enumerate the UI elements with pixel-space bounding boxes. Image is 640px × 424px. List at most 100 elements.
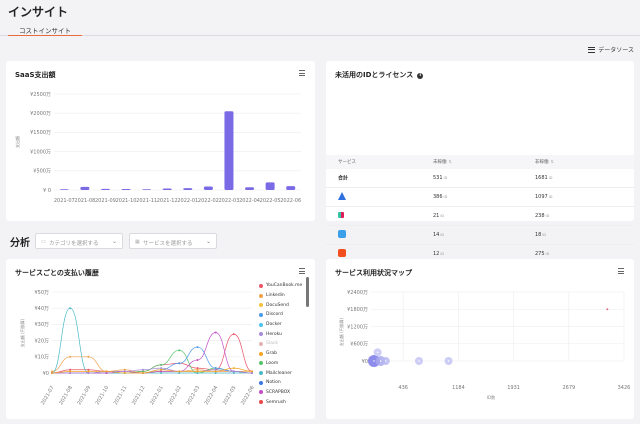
data-point[interactable]: [69, 307, 72, 310]
info-icon[interactable]: i: [417, 73, 424, 79]
legend-item[interactable]: Semrush: [259, 397, 311, 407]
data-point[interactable]: [87, 355, 90, 358]
legend-dot-icon: [259, 322, 263, 327]
data-point[interactable]: [178, 362, 181, 365]
scatter-point[interactable]: [606, 308, 609, 311]
bar[interactable]: [59, 189, 69, 190]
header-total[interactable]: 非稼働 ⇅: [535, 159, 554, 165]
data-point[interactable]: [123, 368, 126, 371]
bar[interactable]: [286, 186, 296, 190]
data-point[interactable]: [105, 370, 108, 373]
bar[interactable]: [162, 188, 172, 190]
service-row[interactable]: 386ID 1097ID: [326, 188, 634, 207]
data-point[interactable]: [69, 370, 72, 373]
data-point[interactable]: [178, 349, 181, 352]
legend-item[interactable]: Slack: [259, 339, 311, 349]
table-header: サービス 未稼働 ⇅ 非稼働 ⇅: [326, 155, 634, 169]
legend-item[interactable]: YouCanBook.me: [259, 281, 311, 291]
scatter-point-center: [379, 360, 382, 362]
x-tick-label: 2021-09: [95, 198, 116, 204]
data-point[interactable]: [69, 372, 72, 374]
legend-item[interactable]: Notion: [259, 378, 311, 388]
bar[interactable]: [183, 188, 193, 190]
page-title: インサイト: [8, 5, 69, 19]
data-point[interactable]: [141, 372, 144, 374]
bar[interactable]: [265, 182, 275, 190]
data-point[interactable]: [160, 370, 163, 373]
data-point[interactable]: [178, 372, 181, 374]
legend-item[interactable]: Docker: [259, 320, 311, 330]
legend-scrollbar[interactable]: [306, 277, 309, 307]
legend-item[interactable]: Discord: [259, 310, 311, 320]
data-point[interactable]: [232, 333, 235, 336]
tab-cost-insight[interactable]: コストインサイト: [8, 25, 82, 36]
data-point[interactable]: [196, 370, 199, 373]
data-point[interactable]: [196, 368, 199, 371]
bar[interactable]: [224, 111, 234, 190]
data-point[interactable]: [214, 372, 217, 374]
data-point[interactable]: [196, 367, 199, 370]
menu-icon[interactable]: [299, 268, 305, 274]
data-point[interactable]: [251, 372, 253, 374]
data-point[interactable]: [87, 372, 90, 374]
header-unused[interactable]: 未稼働 ⇅: [433, 159, 452, 165]
data-point[interactable]: [232, 367, 235, 370]
data-point[interactable]: [160, 368, 163, 371]
data-point[interactable]: [196, 372, 199, 374]
data-point[interactable]: [160, 372, 163, 374]
data-point[interactable]: [160, 367, 163, 370]
data-point[interactable]: [160, 363, 163, 366]
y-tick-label: ¥1500万: [30, 130, 51, 136]
data-point[interactable]: [141, 368, 144, 371]
bar[interactable]: [100, 188, 110, 190]
legend-item[interactable]: DocuSend: [259, 300, 311, 310]
datasource-button[interactable]: データソース: [588, 45, 634, 54]
bar[interactable]: [245, 187, 255, 190]
data-point[interactable]: [251, 370, 253, 373]
data-point[interactable]: [232, 372, 235, 374]
service-select[interactable]: ▦ サービスを選択する ⌄: [129, 233, 217, 249]
data-point[interactable]: [123, 370, 126, 373]
series-line[interactable]: [51, 367, 253, 374]
legend-item[interactable]: Linkedin: [259, 291, 311, 301]
series-line[interactable]: [52, 332, 253, 374]
service-row[interactable]: 21ID 238ID: [326, 207, 634, 226]
header-service[interactable]: サービス: [338, 160, 356, 165]
data-point[interactable]: [69, 368, 72, 371]
data-point[interactable]: [87, 370, 90, 373]
data-point[interactable]: [214, 370, 217, 373]
data-point[interactable]: [214, 367, 217, 370]
atlassian-icon: [338, 192, 346, 202]
data-point[interactable]: [51, 370, 53, 373]
legend-item[interactable]: Grab: [259, 349, 311, 359]
data-point[interactable]: [69, 355, 72, 358]
legend-item[interactable]: Heroku: [259, 329, 311, 339]
data-point[interactable]: [51, 372, 53, 374]
data-point[interactable]: [141, 370, 144, 373]
data-point[interactable]: [196, 346, 199, 349]
legend-item[interactable]: SCRAPBOX: [259, 388, 311, 398]
service-row[interactable]: 14ID 18ID: [326, 226, 634, 245]
data-point[interactable]: [196, 359, 199, 362]
legend-item[interactable]: Loom: [259, 359, 311, 369]
data-point[interactable]: [123, 372, 126, 374]
menu-icon[interactable]: [299, 70, 305, 76]
data-point[interactable]: [105, 372, 108, 374]
series-line[interactable]: [52, 367, 253, 374]
bar[interactable]: [80, 186, 90, 190]
data-point[interactable]: [214, 331, 217, 334]
menu-icon[interactable]: [618, 268, 624, 274]
bar[interactable]: [142, 189, 152, 190]
series-line[interactable]: [51, 333, 253, 374]
data-point[interactable]: [87, 368, 90, 371]
category-select[interactable]: ▭ カテゴリを選択する ⌄: [35, 233, 123, 249]
data-point[interactable]: [232, 370, 235, 373]
data-point[interactable]: [214, 368, 217, 371]
bar[interactable]: [121, 189, 131, 190]
legend-item[interactable]: Mailcleaner: [259, 368, 311, 378]
y-axis-label: 支出額: [14, 136, 20, 148]
bar[interactable]: [203, 186, 213, 190]
data-point[interactable]: [178, 370, 181, 373]
chevron-down-icon: ⌄: [111, 237, 117, 245]
total-row[interactable]: 合計 531ID 1681ID: [326, 169, 634, 188]
